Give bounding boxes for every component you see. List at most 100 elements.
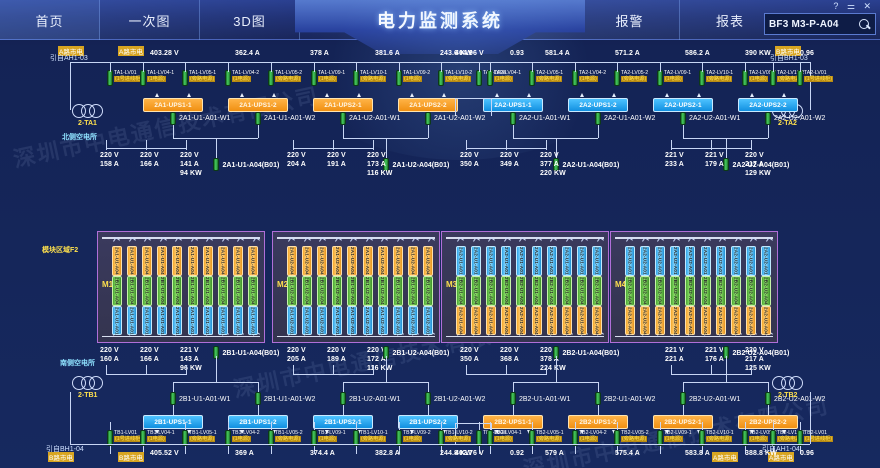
breaker-switch[interactable] bbox=[770, 430, 776, 446]
module-column[interactable]: 2A1-U2-A04 2B1-U2-A04 2A1-U2-A01 bbox=[347, 246, 358, 336]
module-cell[interactable]: 2A1-U2-A01 bbox=[287, 305, 297, 336]
module-column[interactable]: 2A2-U1-A01 2B2-U1-A04 2A2-U1-A04 bbox=[546, 246, 557, 336]
ups-unit[interactable]: 2B2-UPS2-2 bbox=[738, 415, 798, 429]
module-cell[interactable]: 2A2-U2-A01 bbox=[745, 246, 756, 276]
module-cell[interactable]: 2A2-U1-A01 bbox=[456, 246, 466, 276]
module-column[interactable]: 2A2-U1-A01 2B2-U1-A04 2A2-U1-A04 bbox=[591, 246, 602, 336]
ups-unit[interactable]: 2A1-UPS1-1 bbox=[143, 98, 203, 112]
breaker-switch[interactable] bbox=[340, 392, 346, 405]
module-cell[interactable]: 2B1-U1-A04 bbox=[127, 275, 138, 306]
module-cell[interactable]: 2A1-U1-A04 bbox=[247, 246, 258, 276]
module-cell[interactable]: 2A1-U2-A04 bbox=[422, 246, 433, 276]
module-column[interactable]: 2A2-U2-A01 2B2-U2-A04 2A2-U2-A04 bbox=[700, 246, 711, 336]
module-column[interactable]: 2A1-U1-A04 2B1-U1-A04 2A1-U1-A01 bbox=[127, 246, 138, 336]
module-cell[interactable]: 2A2-U1-A04 bbox=[471, 305, 482, 336]
module-cell[interactable]: 2A2-U2-A01 bbox=[625, 246, 635, 276]
breaker-switch[interactable] bbox=[614, 70, 620, 86]
module-column[interactable]: 2A1-U1-A04 2B1-U1-A04 2A1-U1-A01 bbox=[157, 246, 168, 336]
module-cell[interactable]: 2B1-U2-A04 bbox=[392, 275, 403, 306]
module-cell[interactable]: 2A1-U1-A01 bbox=[172, 305, 183, 336]
ups-unit[interactable]: 2B1-UPS1-2 bbox=[228, 415, 288, 429]
module-cell[interactable]: 2B1-U2-A04 bbox=[407, 275, 418, 306]
module-column[interactable]: 2A2-U2-A01 2B2-U2-A04 2A2-U2-A04 bbox=[730, 246, 741, 336]
breaker-switch[interactable] bbox=[572, 430, 578, 446]
device-search-box[interactable]: BF3 M3-P-A04 bbox=[764, 13, 876, 35]
module-cell[interactable]: 2B2-U1-A04 bbox=[486, 275, 497, 306]
module-cell[interactable]: 2A2-U1-A04 bbox=[546, 305, 557, 336]
module-room[interactable]: M4 2A2-U2-A01 2B2-U2-A04 2A2-U2-A04 2A2-U2-A… bbox=[610, 231, 778, 343]
module-cell[interactable]: 2A2-U2-A04 bbox=[715, 305, 726, 336]
module-cell[interactable]: 2B2-U1-A04 bbox=[546, 275, 557, 306]
ups-unit[interactable]: 2A1-UPS1-2 bbox=[228, 98, 288, 112]
window-controls[interactable]: ? ⚌ ✕ bbox=[833, 1, 874, 12]
breaker-switch[interactable] bbox=[742, 430, 748, 446]
module-cell[interactable]: 2A2-U1-A01 bbox=[531, 246, 542, 276]
breaker-switch[interactable] bbox=[699, 70, 705, 86]
module-cell[interactable]: 2B1-U1-A04 bbox=[232, 275, 243, 306]
breaker-switch[interactable] bbox=[353, 430, 359, 446]
module-cell[interactable]: 2B2-U1-A04 bbox=[501, 275, 512, 306]
breaker-switch[interactable] bbox=[140, 70, 146, 86]
module-cell[interactable]: 2B2-U2-A04 bbox=[700, 275, 711, 306]
module-column[interactable]: 2A2-U2-A01 2B2-U2-A04 2A2-U2-A04 bbox=[685, 246, 696, 336]
module-column[interactable]: 2A1-U1-A04 2B1-U1-A04 2A1-U1-A01 bbox=[217, 246, 228, 336]
module-cell[interactable]: 2A2-U2-A04 bbox=[655, 305, 666, 336]
breaker-switch[interactable] bbox=[595, 112, 601, 125]
module-cell[interactable]: 2A2-U2-A04 bbox=[745, 305, 756, 336]
module-cell[interactable]: 2A2-U1-A01 bbox=[471, 246, 482, 276]
module-cell[interactable]: 2B1-U2-A04 bbox=[377, 275, 388, 306]
module-cell[interactable]: 2B1-U2-A04 bbox=[302, 275, 313, 306]
module-column[interactable]: 2A1-U1-A04 2B1-U1-A04 2A1-U1-A01 bbox=[142, 246, 153, 336]
module-cell[interactable]: 2A1-U1-A01 bbox=[142, 305, 153, 336]
module-cell[interactable]: 2A1-U1-A01 bbox=[187, 305, 198, 336]
module-cell[interactable]: 2A1-U2-A01 bbox=[332, 305, 343, 336]
nav-single-line[interactable]: 一次图 bbox=[100, 0, 200, 40]
module-column[interactable]: 2A1-U1-A04 2B1-U1-A04 2A1-U1-A01 bbox=[172, 246, 183, 336]
module-column[interactable]: 2A1-U1-A04 2B1-U1-A04 2A1-U1-A01 bbox=[187, 246, 198, 336]
breaker-switch[interactable] bbox=[476, 70, 482, 86]
module-cell[interactable]: 2B2-U2-A04 bbox=[670, 275, 681, 306]
breaker-switch[interactable] bbox=[572, 70, 578, 86]
module-cell[interactable]: 2A2-U2-A01 bbox=[685, 246, 696, 276]
module-cell[interactable]: 2B1-U2-A04 bbox=[317, 275, 328, 306]
module-column[interactable]: 2A2-U1-A01 2B2-U1-A04 2A2-U1-A04 bbox=[531, 246, 542, 336]
module-cell[interactable]: 2A2-U1-A01 bbox=[516, 246, 527, 276]
module-column[interactable]: 2A1-U1-A04 2B1-U1-A04 2A1-U1-A01 bbox=[112, 246, 122, 336]
module-cell[interactable]: 2B1-U1-A04 bbox=[202, 275, 213, 306]
module-column[interactable]: 2A1-U2-A04 2B1-U2-A04 2A1-U2-A01 bbox=[407, 246, 418, 336]
module-cell[interactable]: 2A1-U1-A01 bbox=[112, 305, 122, 336]
module-cell[interactable]: 2A1-U2-A04 bbox=[302, 246, 313, 276]
module-cell[interactable]: 2A2-U2-A04 bbox=[685, 305, 696, 336]
module-cell[interactable]: 2B2-U1-A04 bbox=[516, 275, 527, 306]
breaker-switch[interactable] bbox=[425, 392, 431, 405]
module-column[interactable]: 2A2-U1-A01 2B2-U1-A04 2A2-U1-A04 bbox=[456, 246, 466, 336]
module-cell[interactable]: 2B2-U2-A04 bbox=[625, 275, 635, 306]
breaker-switch[interactable] bbox=[170, 392, 176, 405]
breaker-switch[interactable] bbox=[396, 70, 402, 86]
module-cell[interactable]: 2B2-U2-A04 bbox=[745, 275, 756, 306]
module-cell[interactable]: 2A1-U1-A04 bbox=[202, 246, 213, 276]
breaker-switch[interactable] bbox=[255, 112, 261, 125]
module-cell[interactable]: 2A2-U2-A01 bbox=[700, 246, 711, 276]
breaker-switch[interactable] bbox=[680, 112, 686, 125]
module-cell[interactable]: 2A2-U1-A01 bbox=[546, 246, 557, 276]
breaker-switch[interactable] bbox=[657, 70, 663, 86]
module-cell[interactable]: 2A2-U1-A01 bbox=[561, 246, 572, 276]
ups-unit[interactable]: 2B1-UPS2-1 bbox=[313, 415, 373, 429]
module-column[interactable]: 2A1-U2-A04 2B1-U2-A04 2A1-U2-A01 bbox=[392, 246, 403, 336]
module-cell[interactable]: 2A1-U1-A04 bbox=[157, 246, 168, 276]
module-cell[interactable]: 2A2-U1-A01 bbox=[501, 246, 512, 276]
module-cell[interactable]: 2B1-U1-A04 bbox=[112, 275, 122, 306]
module-cell[interactable]: 2A1-U1-A04 bbox=[112, 246, 122, 276]
module-column[interactable]: 2A2-U1-A01 2B2-U1-A04 2A2-U1-A04 bbox=[516, 246, 527, 336]
module-cell[interactable]: 2A1-U2-A04 bbox=[362, 246, 373, 276]
ups-unit[interactable]: 2A2-UPS1-1 bbox=[483, 98, 543, 112]
module-cell[interactable]: 2B2-U1-A04 bbox=[456, 275, 466, 306]
breaker-switch[interactable] bbox=[140, 430, 146, 446]
device-code-input[interactable]: BF3 M3-P-A04 bbox=[769, 18, 839, 30]
module-column[interactable]: 2A2-U1-A01 2B2-U1-A04 2A2-U1-A04 bbox=[561, 246, 572, 336]
module-cell[interactable]: 2A2-U1-A04 bbox=[516, 305, 527, 336]
breaker-switch[interactable] bbox=[487, 70, 493, 86]
breaker-switch[interactable] bbox=[311, 70, 317, 86]
module-cell[interactable]: 2A2-U2-A04 bbox=[760, 305, 771, 336]
